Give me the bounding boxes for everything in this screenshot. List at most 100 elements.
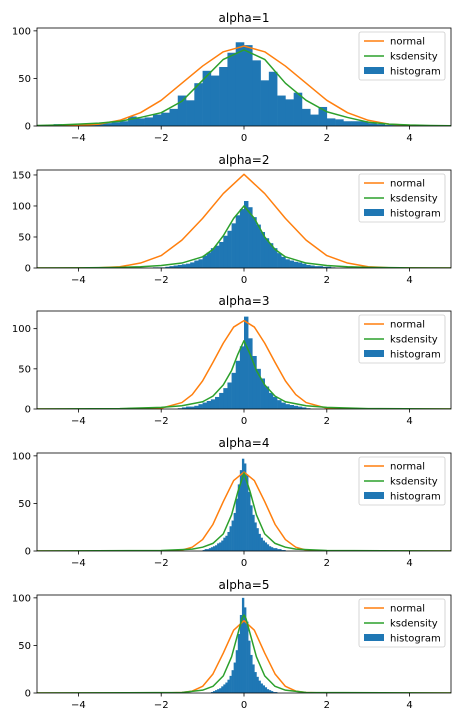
- legend-label-normal: normal: [390, 179, 425, 190]
- histogram-bar: [237, 634, 241, 693]
- histogram-bar: [233, 662, 237, 693]
- subplot-title: alpha=3: [219, 294, 270, 308]
- histogram-bar: [223, 388, 228, 409]
- histogram-bar: [194, 405, 199, 409]
- histogram-bar: [322, 266, 328, 268]
- legend-label-normal: normal: [390, 37, 425, 48]
- x-tick-label: −4: [71, 558, 86, 569]
- histogram-bar: [190, 406, 195, 409]
- histogram-bar: [318, 106, 328, 126]
- x-tick-label: 2: [324, 558, 330, 569]
- histogram-bar: [306, 264, 311, 268]
- x-tick-label: 0: [241, 700, 247, 711]
- histogram-bar: [268, 392, 274, 409]
- histogram-bar: [277, 549, 280, 551]
- histogram-bar: [177, 95, 187, 126]
- histogram-bar: [223, 684, 226, 693]
- histogram-bar: [306, 408, 311, 409]
- y-tick-label: 100: [12, 201, 31, 212]
- histogram-bar: [252, 217, 257, 268]
- histogram-bar: [260, 537, 263, 551]
- histogram-bar: [219, 67, 228, 126]
- histogram-bar: [264, 687, 268, 693]
- x-tick-label: 2: [324, 275, 330, 286]
- histogram-bar: [264, 386, 270, 409]
- histogram-bar: [301, 407, 307, 409]
- legend-label-histogram: histogram: [390, 634, 441, 645]
- histogram-bar: [227, 679, 230, 693]
- ksdensity-curve: [37, 472, 451, 551]
- x-tick-label: 2: [324, 700, 330, 711]
- histogram-bar: [225, 535, 228, 551]
- subplot-title: alpha=1: [219, 11, 270, 25]
- subplot-1: alpha=1 −4 −2 0 2 4 0 50 100 normal ksdensity histo…: [12, 11, 452, 144]
- histogram-bar: [351, 121, 361, 126]
- histogram-bar: [86, 125, 96, 126]
- histogram-bar: [250, 654, 253, 693]
- x-tick-label: −2: [154, 275, 169, 286]
- histogram-bar: [173, 265, 179, 268]
- histogram-bar: [194, 260, 199, 268]
- y-tick-label: 100: [12, 324, 31, 335]
- histogram-bar: [223, 235, 228, 268]
- histogram-bar: [293, 92, 303, 126]
- subplot-2: alpha=2 −4 −2 0 2 4 0 50 100 150 normal ksdensity hi…: [12, 153, 452, 286]
- histogram-bar: [190, 262, 195, 268]
- subplot-5: alpha=5 −4 −2 0 2 4 0 50 100 normal ksdensity histo…: [12, 578, 452, 711]
- legend-swatch-histogram: [364, 634, 384, 641]
- histogram-bar: [206, 549, 210, 551]
- plot-area: [37, 316, 451, 409]
- histogram-bar: [239, 614, 243, 693]
- histogram-bar: [202, 550, 205, 551]
- plot-area: [37, 597, 451, 693]
- y-tick-label: 0: [25, 547, 31, 558]
- histogram-bar: [223, 537, 226, 551]
- histogram-bar: [277, 400, 282, 409]
- histogram-bar: [239, 470, 243, 551]
- histogram-bar: [281, 550, 284, 551]
- legend: normal ksdensity histogram: [358, 456, 446, 506]
- histogram-bar: [169, 108, 179, 126]
- histogram-bar: [233, 512, 237, 551]
- histogram-bar: [359, 121, 369, 126]
- histogram-bar: [256, 676, 259, 693]
- histogram-bar: [277, 253, 282, 268]
- y-tick-label: 100: [12, 451, 31, 462]
- histogram-bar: [231, 372, 237, 409]
- histogram-bar: [204, 549, 208, 551]
- legend: normal ksdensity histogram: [358, 31, 446, 81]
- histogram-bar: [258, 680, 261, 693]
- histogram-bar: [119, 121, 129, 126]
- histogram-bar: [285, 259, 290, 268]
- histogram-bar: [256, 368, 261, 409]
- y-tick-label: 0: [25, 405, 31, 416]
- histogram-bar: [227, 52, 237, 126]
- histogram-bar: [165, 266, 170, 268]
- x-tick-label: −4: [71, 133, 86, 144]
- histogram-bar: [225, 682, 228, 693]
- histogram-bar: [231, 670, 234, 693]
- histogram-bar: [262, 540, 265, 551]
- histogram-bar: [275, 548, 278, 551]
- histogram-bar: [210, 399, 216, 409]
- histogram-bar: [103, 123, 112, 126]
- histogram-bar: [227, 531, 230, 551]
- histogram-bar: [326, 118, 336, 126]
- ksdensity-curve: [37, 49, 451, 126]
- histogram-bar: [206, 400, 212, 409]
- histogram-bar: [181, 264, 187, 268]
- histogram-bar: [277, 95, 286, 126]
- histogram-bar: [289, 260, 294, 268]
- histogram-bar: [310, 114, 319, 126]
- histogram-bar: [221, 686, 224, 693]
- histogram-bar: [272, 548, 276, 551]
- legend-label-ksdensity: ksdensity: [390, 335, 438, 346]
- histogram-bar: [248, 640, 251, 693]
- legend-label-ksdensity: ksdensity: [390, 619, 438, 630]
- histogram-bar: [181, 407, 187, 409]
- histogram-bar: [266, 689, 270, 693]
- x-tick-label: 4: [406, 275, 412, 286]
- histogram-bar: [202, 255, 208, 268]
- histogram-bar: [239, 346, 245, 409]
- histogram-bar: [217, 689, 220, 693]
